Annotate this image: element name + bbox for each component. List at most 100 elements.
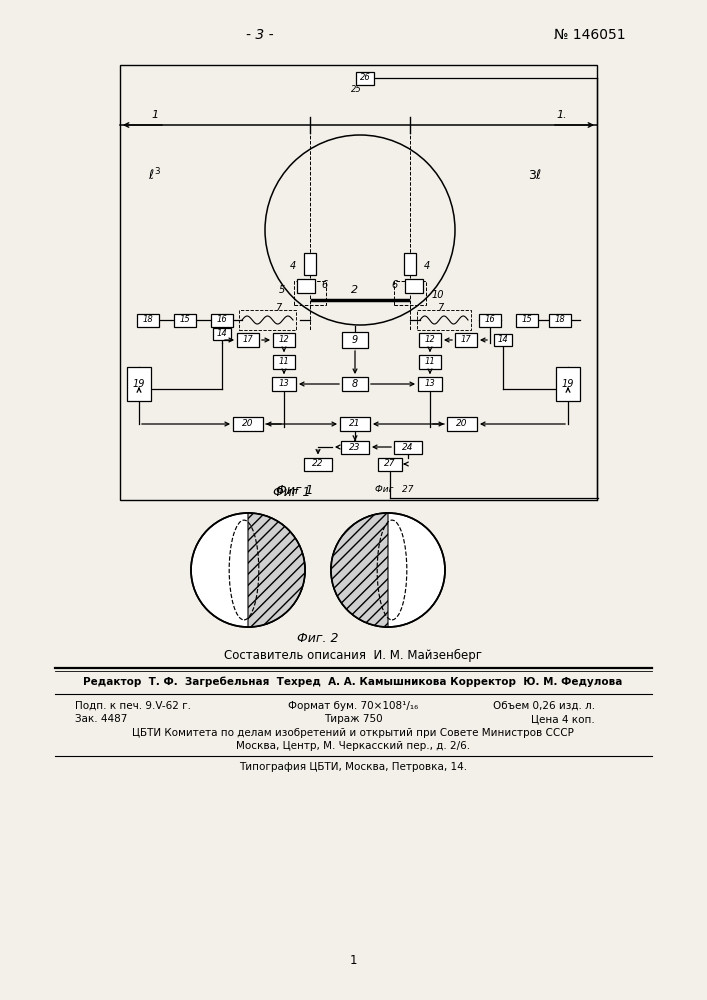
Text: 24: 24 [402,442,414,452]
Bar [418,377,442,391]
Bar [378,458,402,471]
Bar [419,333,441,347]
Text: 7: 7 [437,303,443,313]
Text: 11: 11 [279,358,289,366]
Bar [556,367,580,401]
Bar [340,417,370,431]
Bar [239,310,296,330]
Text: 4: 4 [290,261,296,271]
Bar [516,314,538,326]
Text: 20: 20 [456,420,468,428]
Text: 22: 22 [312,460,324,468]
Text: 17: 17 [461,336,472,344]
Text: 25: 25 [351,86,361,95]
Text: 5: 5 [279,285,285,295]
Bar [272,377,296,391]
Wedge shape [248,513,305,627]
Circle shape [191,513,305,627]
Text: 18: 18 [554,316,566,324]
Bar [120,65,597,500]
Text: 6: 6 [392,280,398,290]
Text: Фиг. 2: Фиг. 2 [297,632,339,645]
Text: Объем 0,26 изд. л.: Объем 0,26 изд. л. [493,701,595,711]
Text: Фиг 1: Фиг 1 [273,486,311,498]
Text: 1: 1 [151,110,158,120]
Text: 17: 17 [243,336,253,344]
Text: - 3 -: - 3 - [246,28,274,42]
Bar [394,281,426,305]
Text: 19: 19 [133,379,145,389]
Wedge shape [331,513,388,627]
Text: Типография ЦБТИ, Москва, Петровка, 14.: Типография ЦБТИ, Москва, Петровка, 14. [239,762,467,772]
Bar [447,417,477,431]
Bar [233,417,263,431]
Text: 15: 15 [180,316,190,324]
Bar [213,328,231,340]
Bar [417,310,471,330]
Bar [356,72,374,85]
Bar [137,314,159,326]
Text: 23: 23 [349,442,361,452]
Text: Зак. 4487: Зак. 4487 [75,714,127,724]
Text: Редактор  Т. Ф.  Загребельная  Техред  А. А. Камышникова Корректор  Ю. М. Федуло: Редактор Т. Ф. Загребельная Техред А. А.… [83,677,623,687]
Bar [479,314,501,326]
Bar [404,253,416,275]
Bar [342,332,368,348]
Bar [405,279,423,293]
Text: 15: 15 [522,316,532,324]
Text: 2: 2 [351,285,358,295]
Text: 13: 13 [279,379,289,388]
Text: 11: 11 [425,358,436,366]
Text: 1: 1 [349,954,357,966]
Text: ЦБТИ Комитета по делам изобретений и открытий при Совете Министров СССР: ЦБТИ Комитета по делам изобретений и отк… [132,728,574,738]
Bar [297,279,315,293]
Text: 6: 6 [322,280,328,290]
Text: 9: 9 [352,335,358,345]
Text: 8: 8 [352,379,358,389]
Text: 18: 18 [143,316,153,324]
Text: 27: 27 [384,460,396,468]
Bar [273,355,295,369]
Text: Фиг   27: Фиг 27 [375,486,414,494]
Bar [455,333,477,347]
Bar [304,253,316,275]
Bar [419,355,441,369]
Text: 12: 12 [279,336,289,344]
Text: Составитель описания  И. М. Майзенберг: Составитель описания И. М. Майзенберг [224,648,482,662]
Text: Москва, Центр, М. Черкасский пер., д. 2/6.: Москва, Центр, М. Черкасский пер., д. 2/… [236,741,470,751]
Text: 16: 16 [216,316,228,324]
Text: Фиг 1: Фиг 1 [276,484,314,496]
Text: 7: 7 [275,303,281,313]
Text: Формат бум. 70×108¹/₁₆: Формат бум. 70×108¹/₁₆ [288,701,418,711]
Text: № 146051: № 146051 [554,28,626,42]
Text: 19: 19 [562,379,574,389]
Bar [237,333,259,347]
Text: 12: 12 [425,336,436,344]
Bar [342,377,368,391]
Text: Подп. к печ. 9.V-62 г.: Подп. к печ. 9.V-62 г. [75,701,191,711]
Circle shape [331,513,445,627]
Text: 13: 13 [425,379,436,388]
Text: 1.: 1. [556,110,567,120]
Text: 10: 10 [432,290,444,300]
Text: 14: 14 [498,336,508,344]
Bar [341,440,369,454]
Text: 14: 14 [216,330,228,338]
Bar [494,334,512,346]
Text: 20: 20 [243,420,254,428]
Bar [211,314,233,326]
Bar [394,440,422,454]
Text: $\ell^3$: $\ell^3$ [148,167,162,183]
Text: Тираж 750: Тираж 750 [324,714,382,724]
Text: Цена 4 коп.: Цена 4 коп. [531,714,595,724]
Bar [174,314,196,326]
Bar [294,281,326,305]
Text: 16: 16 [484,316,496,324]
Text: 4: 4 [424,261,430,271]
Bar [273,333,295,347]
Bar [549,314,571,326]
Bar [127,367,151,401]
Text: 26: 26 [360,74,370,83]
Bar [304,458,332,471]
Text: 21: 21 [349,420,361,428]
